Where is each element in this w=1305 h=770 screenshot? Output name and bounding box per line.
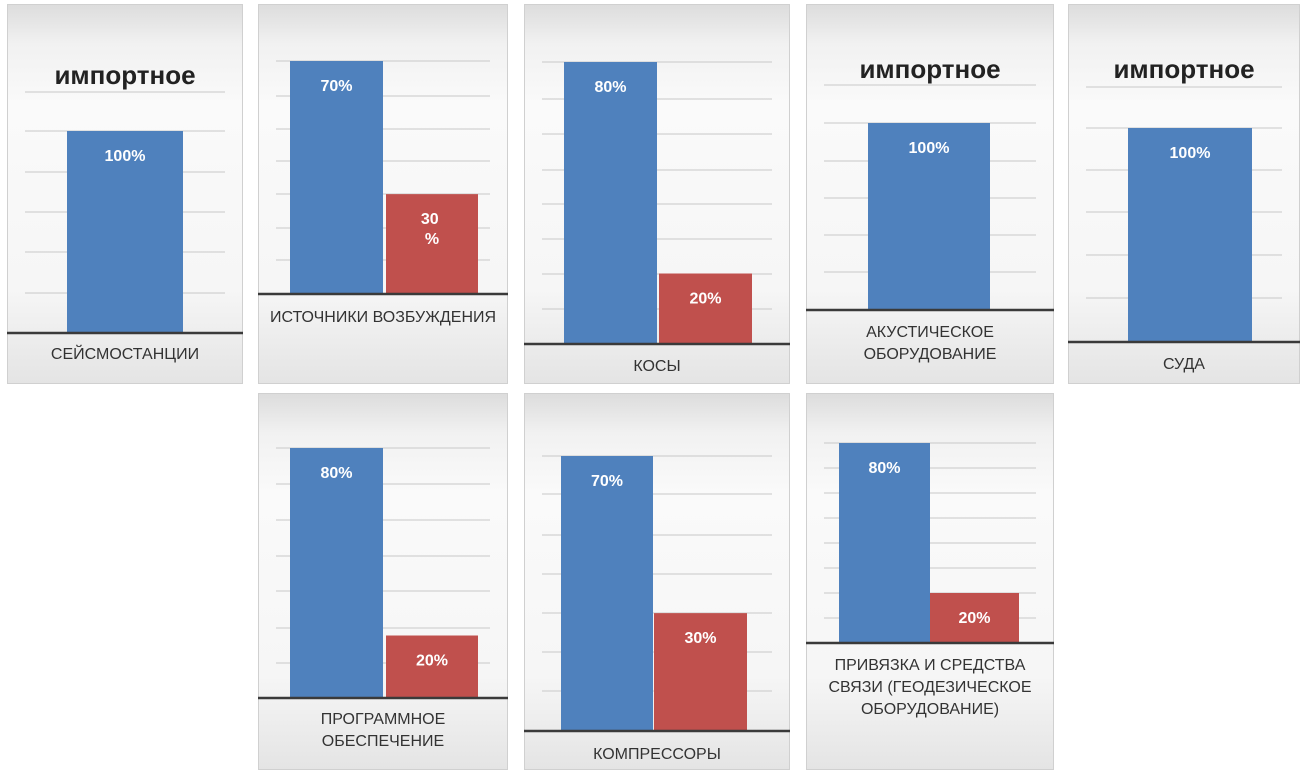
data-label: 70% bbox=[591, 473, 623, 490]
bar-imported bbox=[290, 61, 383, 294]
bar-domestic bbox=[386, 635, 478, 698]
bar-domestic bbox=[386, 194, 478, 294]
bar-domestic bbox=[930, 593, 1019, 643]
bar-imported bbox=[67, 131, 183, 333]
category-label: КОСЫ bbox=[633, 358, 681, 375]
category-label: ПРИВЯЗКА И СРЕДСТВА СВЯЗИ (ГЕОДЕЗИЧЕСКОЕ… bbox=[828, 657, 1032, 718]
category-label: ПРОГРАММНОЕ ОБЕСПЕЧЕНИЕ bbox=[320, 711, 446, 750]
bar-imported bbox=[561, 456, 653, 731]
chart-plot: 80% 20% bbox=[524, 61, 790, 346]
bar-imported bbox=[868, 123, 990, 310]
data-label: 20% bbox=[416, 653, 448, 670]
data-label: 20% bbox=[689, 291, 721, 308]
chart-plot: 70% 30% bbox=[524, 455, 790, 733]
data-label: 30 % bbox=[421, 211, 443, 248]
chart-plot: 100% bbox=[1068, 86, 1300, 344]
data-label: 80% bbox=[320, 465, 352, 482]
category-label: КОМПРЕССОРЫ bbox=[593, 746, 721, 763]
data-label: 80% bbox=[594, 79, 626, 96]
data-label: 70% bbox=[320, 78, 352, 95]
data-label: 100% bbox=[1170, 145, 1211, 162]
bar-imported bbox=[839, 443, 930, 643]
chart-plot: 100% bbox=[806, 84, 1054, 312]
category-label: СУДА bbox=[1163, 356, 1205, 373]
chart-panel: 80% 20% ПРОГРАММНОЕ ОБЕСПЕЧЕНИЕ bbox=[258, 393, 508, 770]
data-label: 30% bbox=[684, 630, 716, 647]
data-label: 100% bbox=[909, 140, 950, 157]
chart-title: импортное bbox=[1113, 54, 1255, 84]
chart-panel: 80% 20% ПРИВЯЗКА И СРЕДСТВА СВЯЗИ (ГЕОДЕЗИ… bbox=[806, 393, 1054, 770]
bar-imported bbox=[564, 62, 657, 344]
data-label: 100% bbox=[105, 148, 146, 165]
chart-plot: 80% 20% bbox=[806, 442, 1054, 645]
bar-imported bbox=[290, 448, 383, 698]
chart-title: импортное bbox=[54, 60, 196, 90]
category-label: СЕЙСМОСТАНЦИИ bbox=[50, 346, 200, 363]
category-label: ИСТОЧНИКИ ВОЗБУЖДЕНИЯ bbox=[269, 309, 497, 326]
chart-panel: 70% 30 % ИСТОЧНИКИ ВОЗБУЖДЕНИЯ bbox=[258, 4, 508, 384]
chart-panel: 100% импортное СУДА bbox=[1068, 4, 1300, 384]
data-label: 20% bbox=[958, 610, 990, 627]
chart-panel: 100% импортное СЕЙСМОСТАНЦИИ bbox=[7, 4, 243, 384]
chart-panel: 70% 30% КОМПРЕССОРЫ bbox=[524, 393, 790, 770]
chart-plot: 80% 20% bbox=[258, 447, 508, 700]
chart-panel: 100% импортное АКУСТИЧЕСКОЕ ОБОРУДОВАНИЕ bbox=[806, 4, 1054, 384]
category-label: АКУСТИЧЕСКОЕ ОБОРУДОВАНИЕ bbox=[863, 324, 997, 363]
data-label: 80% bbox=[868, 460, 900, 477]
chart-plot: 100% bbox=[7, 91, 243, 335]
chart-panel: 80% 20% КОСЫ bbox=[524, 4, 790, 384]
bar-domestic bbox=[659, 273, 752, 344]
bar-imported bbox=[1128, 128, 1252, 342]
chart-title: импортное bbox=[859, 54, 1001, 84]
bar-domestic bbox=[654, 613, 747, 731]
chart-plot: 70% 30 % bbox=[258, 60, 508, 296]
